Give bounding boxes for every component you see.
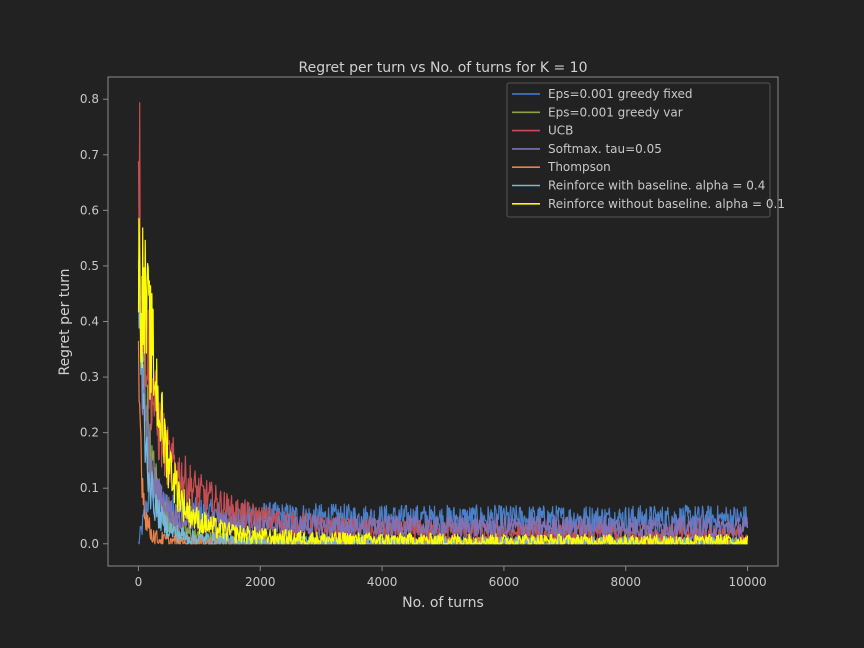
x-tick-label: 0 (135, 575, 143, 589)
y-axis: 0.0 0.1 0.2 0.3 0.4 0.5 0.6 0.7 0.8 (80, 92, 108, 551)
x-tick-label: 4000 (367, 575, 398, 589)
y-tick-label: 0.1 (80, 481, 99, 495)
x-tick-label: 2000 (245, 575, 276, 589)
x-axis-label: No. of turns (402, 595, 484, 611)
x-tick-label: 6000 (489, 575, 520, 589)
chart-title: Regret per turn vs No. of turns for K = … (299, 60, 588, 76)
legend-entry: Reinforce without baseline. alpha = 0.1 (548, 197, 785, 211)
y-tick-label: 0.6 (80, 203, 99, 217)
x-tick-label: 10000 (728, 575, 766, 589)
legend-entry: Softmax. tau=0.05 (548, 142, 662, 156)
legend-box (506, 82, 771, 218)
legend-entry: UCB (548, 124, 573, 138)
series-layer (137, 102, 749, 545)
x-tick-label: 8000 (610, 575, 641, 589)
y-tick-label: 0.7 (80, 148, 99, 162)
y-axis-label: Regret per turn (57, 268, 73, 375)
legend-entry: Eps=0.001 greedy fixed (548, 87, 693, 101)
y-tick-label: 0.4 (80, 315, 99, 329)
y-tick-label: 0.8 (80, 92, 99, 106)
legend: Eps=0.001 greedy fixed Eps=0.001 greedy v… (506, 82, 785, 218)
y-tick-label: 0.5 (80, 259, 99, 273)
series-line (137, 218, 749, 545)
legend-entry: Eps=0.001 greedy var (548, 105, 683, 119)
y-tick-label: 0.3 (80, 370, 99, 384)
legend-entry: Thompson (547, 160, 611, 174)
legend-entry: Reinforce with baseline. alpha = 0.4 (548, 179, 765, 193)
x-axis: 0 2000 4000 6000 8000 10000 (135, 566, 767, 589)
y-tick-label: 0.0 (80, 537, 99, 551)
y-tick-label: 0.2 (80, 426, 99, 440)
